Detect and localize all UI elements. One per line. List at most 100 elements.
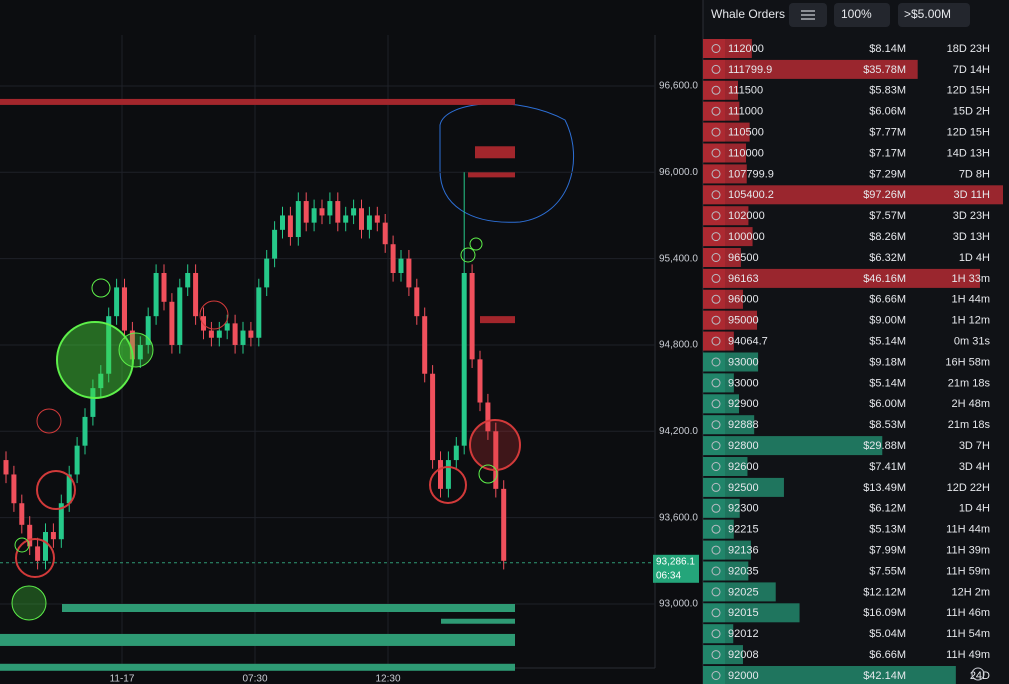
candle-body bbox=[398, 258, 404, 274]
amount-bar bbox=[703, 185, 1003, 205]
row-price: 100000 bbox=[728, 231, 765, 243]
row-price: 92900 bbox=[728, 398, 759, 410]
candle-body bbox=[501, 488, 507, 561]
candle-body bbox=[177, 287, 183, 345]
last-price-tag bbox=[653, 554, 699, 583]
amount-bar bbox=[703, 436, 883, 456]
order-row: 92025 $12.12M 12H 2m bbox=[703, 582, 990, 602]
exchange-icon bbox=[711, 169, 721, 179]
chart-bg bbox=[0, 0, 703, 684]
exchange-icon bbox=[711, 273, 721, 283]
row-price: 96000 bbox=[728, 294, 759, 306]
candle-body bbox=[66, 474, 72, 504]
candle-body bbox=[351, 208, 357, 216]
row-price: 105400.2 bbox=[728, 189, 774, 201]
candle-body bbox=[327, 201, 333, 216]
order-row: 92900 $6.00M 2H 48m bbox=[703, 394, 990, 414]
order-row: 96000 $6.66M 1H 44m bbox=[703, 289, 990, 309]
order-row: 111799.9 $35.78M 7D 14H bbox=[703, 59, 990, 79]
row-price: 102000 bbox=[728, 210, 765, 222]
row-age: 1D 4H bbox=[959, 252, 990, 264]
row-age: 11H 39m bbox=[946, 545, 990, 557]
y-tick-label: 93,000.0 bbox=[659, 599, 698, 610]
candle-body bbox=[256, 287, 262, 338]
amount-bar bbox=[703, 457, 748, 476]
amount-bar bbox=[703, 331, 734, 351]
exchange-icon bbox=[711, 294, 721, 304]
row-age: 2H 48m bbox=[951, 398, 990, 410]
exchange-icon bbox=[711, 420, 721, 430]
order-wall bbox=[0, 98, 515, 105]
candle-body bbox=[343, 215, 349, 223]
row-price: 111799.9 bbox=[728, 64, 772, 76]
amount-bar bbox=[703, 603, 800, 623]
row-amount: $6.00M bbox=[869, 398, 906, 410]
exchange-icon bbox=[711, 336, 721, 346]
candle-body bbox=[438, 460, 443, 489]
row-amount: $6.12M bbox=[869, 503, 906, 515]
amount-bar bbox=[703, 498, 740, 518]
row-age: 3D 4H bbox=[959, 461, 990, 473]
row-price: 92300 bbox=[728, 503, 759, 515]
order-row: 93000 $9.18M 16H 58m bbox=[703, 352, 990, 372]
candle-body bbox=[240, 330, 246, 345]
order-row: 95000 $9.00M 1H 12m bbox=[703, 310, 990, 330]
size-select[interactable] bbox=[898, 3, 970, 27]
candle-body bbox=[106, 316, 112, 374]
exchange-icon bbox=[711, 399, 721, 409]
amount-bar bbox=[703, 227, 753, 247]
exchange-icon bbox=[711, 524, 721, 534]
order-row: 92800 $29.88M 3D 7H bbox=[703, 436, 990, 456]
amount-bar bbox=[703, 624, 734, 644]
candle-body bbox=[287, 215, 293, 238]
ratio-select[interactable] bbox=[834, 3, 890, 27]
row-amount: $46.16M bbox=[863, 273, 906, 285]
ratio-value: 100% bbox=[841, 7, 872, 21]
candle-body bbox=[208, 330, 214, 338]
row-price: 93000 bbox=[728, 377, 759, 389]
row-price: 93000 bbox=[728, 356, 759, 368]
candle-body bbox=[3, 460, 9, 475]
row-price: 96500 bbox=[728, 252, 759, 264]
exchange-icon bbox=[711, 315, 721, 325]
row-age: 1H 44m bbox=[951, 294, 990, 306]
settings-icon[interactable] bbox=[971, 667, 985, 681]
row-age: 21m 18s bbox=[948, 419, 991, 431]
order-row: 102000 $7.57M 3D 23H bbox=[703, 206, 990, 226]
y-tick-label: 96,000.0 bbox=[659, 167, 698, 178]
candle-body bbox=[374, 215, 380, 223]
row-price: 92600 bbox=[728, 461, 759, 473]
candle-body bbox=[390, 244, 396, 274]
row-age: 3D 11H bbox=[954, 189, 991, 201]
order-wall bbox=[480, 316, 515, 324]
exchange-icon bbox=[711, 378, 721, 388]
row-amount: $9.00M bbox=[869, 315, 906, 327]
row-age: 11H 46m bbox=[946, 607, 990, 619]
row-amount: $97.26M bbox=[863, 189, 906, 201]
row-price: 94064.7 bbox=[728, 336, 768, 348]
candle-body bbox=[295, 201, 301, 238]
order-row: 92012 $5.04M 11H 54m bbox=[703, 624, 990, 644]
candle-body bbox=[382, 222, 388, 245]
candle-body bbox=[153, 273, 159, 317]
exchange-icon bbox=[711, 106, 721, 116]
amount-bar bbox=[703, 352, 759, 372]
candle-body bbox=[477, 359, 483, 403]
amount-bar bbox=[703, 268, 980, 288]
candle-body bbox=[430, 373, 436, 461]
row-amount: $7.55M bbox=[869, 565, 906, 577]
order-row: 96500 $6.32M 1D 4H bbox=[703, 248, 990, 267]
row-price: 112000 bbox=[728, 43, 764, 55]
panel-title: Whale Orders bbox=[711, 7, 785, 21]
row-amount: $5.83M bbox=[869, 85, 906, 97]
candle-body bbox=[422, 316, 428, 374]
order-row: 110000 $7.17M 14D 13H bbox=[703, 143, 990, 163]
order-row: 92136 $7.99M 11H 39m bbox=[703, 540, 990, 560]
exchange-icon bbox=[711, 232, 721, 242]
amount-bar bbox=[703, 477, 784, 497]
countdown-label: 06:34 bbox=[656, 570, 681, 581]
row-amount: $7.77M bbox=[869, 127, 906, 139]
candle-body bbox=[469, 273, 475, 360]
amount-bar bbox=[703, 59, 918, 79]
